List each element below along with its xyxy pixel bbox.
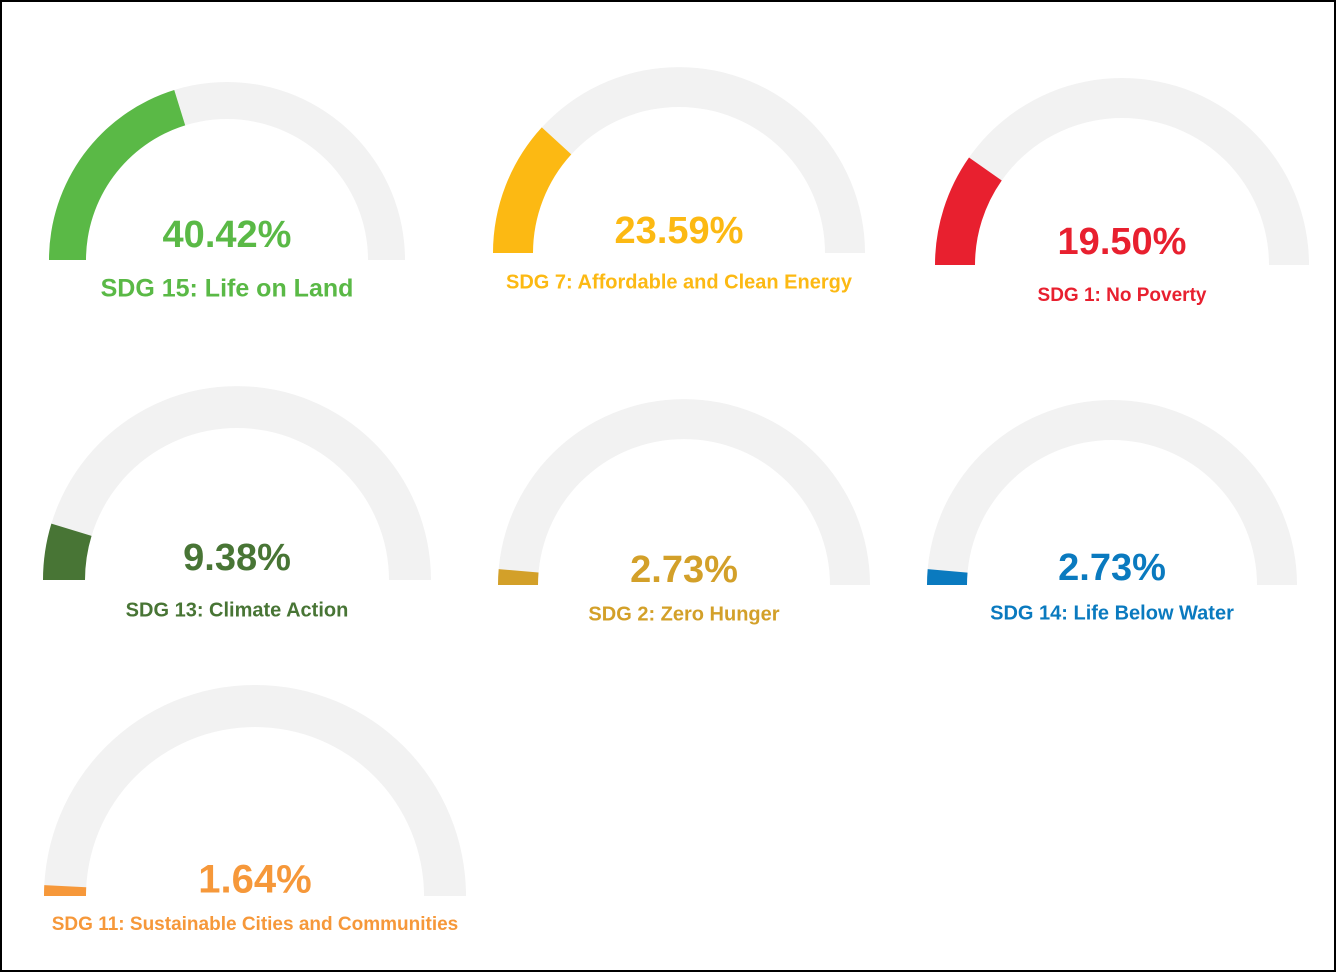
gauge-title: SDG 11: Sustainable Cities and Communiti… [52,914,459,935]
gauge-fill [493,127,572,253]
gauge-fill [927,569,968,585]
gauge-value: 19.50% [1058,221,1187,263]
gauge-track [498,399,870,585]
gauge-title: SDG 1: No Poverty [1038,285,1207,306]
gauge-value: 9.38% [183,537,291,579]
gauge-value: 1.64% [198,858,311,902]
gauge-value: 2.73% [1058,547,1166,589]
gauge-value: 40.42% [163,214,292,256]
gauge-track [44,685,466,896]
gauge-title: SDG 14: Life Below Water [990,602,1234,624]
gauge-fill [44,885,87,896]
gauge-value: 23.59% [615,210,744,252]
gauge-fill [43,523,92,580]
gauge-track [493,67,865,253]
gauge-title: SDG 13: Climate Action [126,599,349,621]
gauge-title: SDG 7: Affordable and Clean Energy [506,271,853,293]
gauge-fill [49,90,186,261]
gauge-value: 2.73% [630,549,738,591]
gauge-title: SDG 15: Life on Land [101,275,354,303]
gauge-fill [498,569,539,585]
gauge-track [935,78,1309,265]
gauge-track [43,386,431,580]
gauge-track [927,400,1297,585]
gauge-fill [935,157,1002,265]
gauge-title: SDG 2: Zero Hunger [588,603,779,625]
